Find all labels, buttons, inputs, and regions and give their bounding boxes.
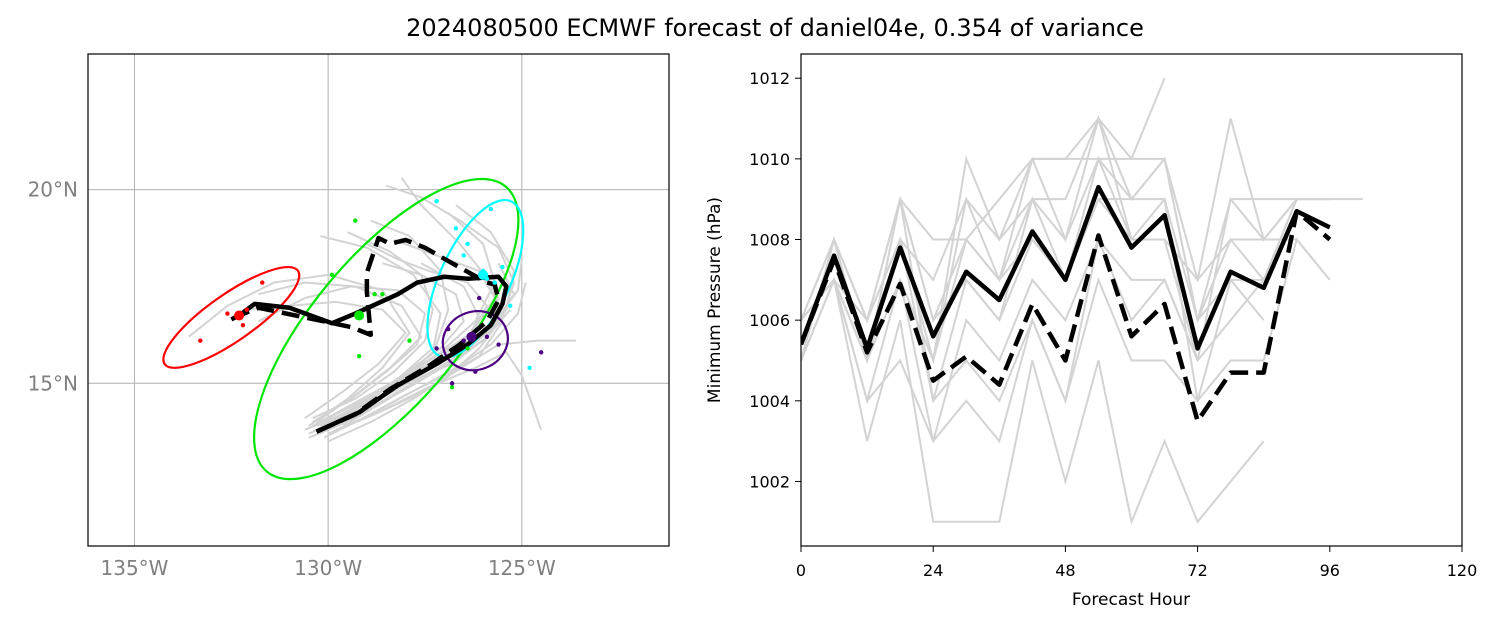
pressure-y-ticks: 1002 1004 1006 1008 1010 1012: [749, 69, 801, 491]
pressure-y-axis-label: Minimum Pressure (hPa): [705, 197, 725, 403]
map-cluster-ellipses: [162, 177, 525, 481]
map-cluster-member-point: [244, 307, 250, 312]
map-lat-tick-label: 20°N: [28, 178, 78, 202]
map-cluster-member-point: [225, 311, 230, 316]
map-cluster-ellipse: [441, 310, 509, 372]
map-background: [88, 54, 669, 546]
map-ensemble-track: [327, 184, 516, 443]
map-ensemble-track: [242, 300, 407, 419]
map-cluster-ellipse: [162, 265, 301, 369]
map-cluster-member-point: [473, 369, 478, 374]
pressure-x-tick-label: 24: [923, 561, 943, 580]
map-cluster-member-point: [407, 338, 412, 343]
map-cluster-member-point: [496, 342, 501, 347]
map-cluster-member-point: [465, 346, 470, 351]
pressure-x-ticks: 0 24 48 72 96 120: [796, 546, 1477, 580]
map-cluster-member-point: [538, 350, 544, 355]
pressure-y-tick-label: 1004: [749, 392, 790, 411]
map-mean-track-solid: [230, 274, 509, 434]
pressure-x-tick-label: 0: [796, 561, 806, 580]
pressure-mean-line-solid: [801, 184, 1331, 351]
map-cluster-center-point: [466, 331, 477, 342]
pressure-x-axis-label: Forecast Hour: [1072, 590, 1190, 610]
map-cluster-member-point: [527, 365, 532, 370]
pressure-panel: 0 24 48 72 96 120 1002 1004 1006 1008 1010 1012 Fo…: [705, 53, 1477, 610]
map-cluster-member-point: [434, 346, 439, 351]
map-cluster-member-point: [465, 241, 470, 247]
pressure-x-tick-label: 96: [1320, 561, 1340, 580]
map-cluster-member-point: [434, 199, 439, 204]
map-cluster-member-point: [198, 338, 203, 343]
map-cluster-member-point: [477, 295, 482, 301]
pressure-y-tick-label: 1008: [749, 231, 790, 250]
map-cluster-member-point: [329, 272, 335, 278]
map-cluster-center-point: [234, 310, 245, 321]
map-cluster-member-point: [500, 264, 505, 270]
map-cluster-center-point: [478, 269, 489, 280]
pressure-x-tick-label: 120: [1447, 561, 1478, 580]
map-ensemble-track: [188, 273, 411, 427]
map-cluster-member-point: [507, 303, 513, 309]
map-frame: [87, 53, 670, 547]
pressure-y-tick-label: 1006: [749, 311, 790, 330]
map-cluster-member-point: [449, 381, 455, 386]
pressure-plot-area: [801, 54, 1462, 546]
map-ensemble-track: [335, 351, 543, 431]
map-mean-tracks: [230, 235, 509, 434]
pressure-y-tick-label: 1012: [749, 69, 790, 88]
pressure-x-tick-label: 72: [1187, 561, 1207, 580]
map-cluster-points: [198, 199, 544, 390]
map-cluster-ellipse: [253, 177, 520, 481]
map-cluster-member-point: [372, 291, 377, 297]
map-cluster-member-point: [484, 334, 490, 340]
pressure-mean-line-dashed: [801, 209, 1332, 424]
map-panel: 135°W 130°W 125°W 15°N 20°N: [28, 53, 670, 580]
map-cluster-member-point: [453, 226, 459, 231]
pressure-y-tick-label: 1002: [749, 472, 790, 491]
map-ensemble-track: [319, 262, 465, 427]
map-lon-tick-label: 125°W: [488, 556, 556, 580]
pressure-frame: [800, 53, 1463, 547]
pressure-ensemble-line: [801, 198, 1265, 365]
pressure-ensemble-line: [801, 276, 1265, 526]
map-cluster-member-point: [380, 291, 385, 297]
map-cluster-center-point: [354, 310, 365, 321]
map-cluster-member-point: [260, 280, 265, 285]
pressure-ensemble-line: [801, 114, 1331, 361]
map-ensemble-track: [312, 212, 496, 427]
map-lat-tick-label: 15°N: [28, 371, 78, 395]
map-lon-tick-label: 135°W: [101, 556, 169, 580]
pressure-mean-lines: [801, 184, 1332, 424]
figure-title: 2024080500 ECMWF forecast of daniel04e, …: [406, 14, 1144, 42]
map-cluster-member-point: [492, 280, 497, 285]
map-lon-tick-label: 130°W: [294, 556, 362, 580]
map-cluster-member-point: [353, 218, 358, 223]
map-cluster-member-point: [446, 326, 451, 332]
map-content: [162, 177, 577, 481]
map-ensemble-track: [312, 231, 434, 420]
pressure-y-tick-label: 1010: [749, 150, 790, 169]
map-cluster-member-point: [449, 384, 455, 390]
map-tick-labels: 135°W 130°W 125°W 15°N 20°N: [28, 178, 556, 580]
map-cluster-member-point: [488, 206, 494, 212]
map-cluster-member-point: [356, 353, 362, 359]
map-cluster-member-point: [461, 253, 466, 258]
pressure-x-tick-label: 48: [1055, 561, 1075, 580]
map-cluster-member-point: [240, 322, 246, 328]
map-cluster-member-point: [461, 338, 466, 343]
